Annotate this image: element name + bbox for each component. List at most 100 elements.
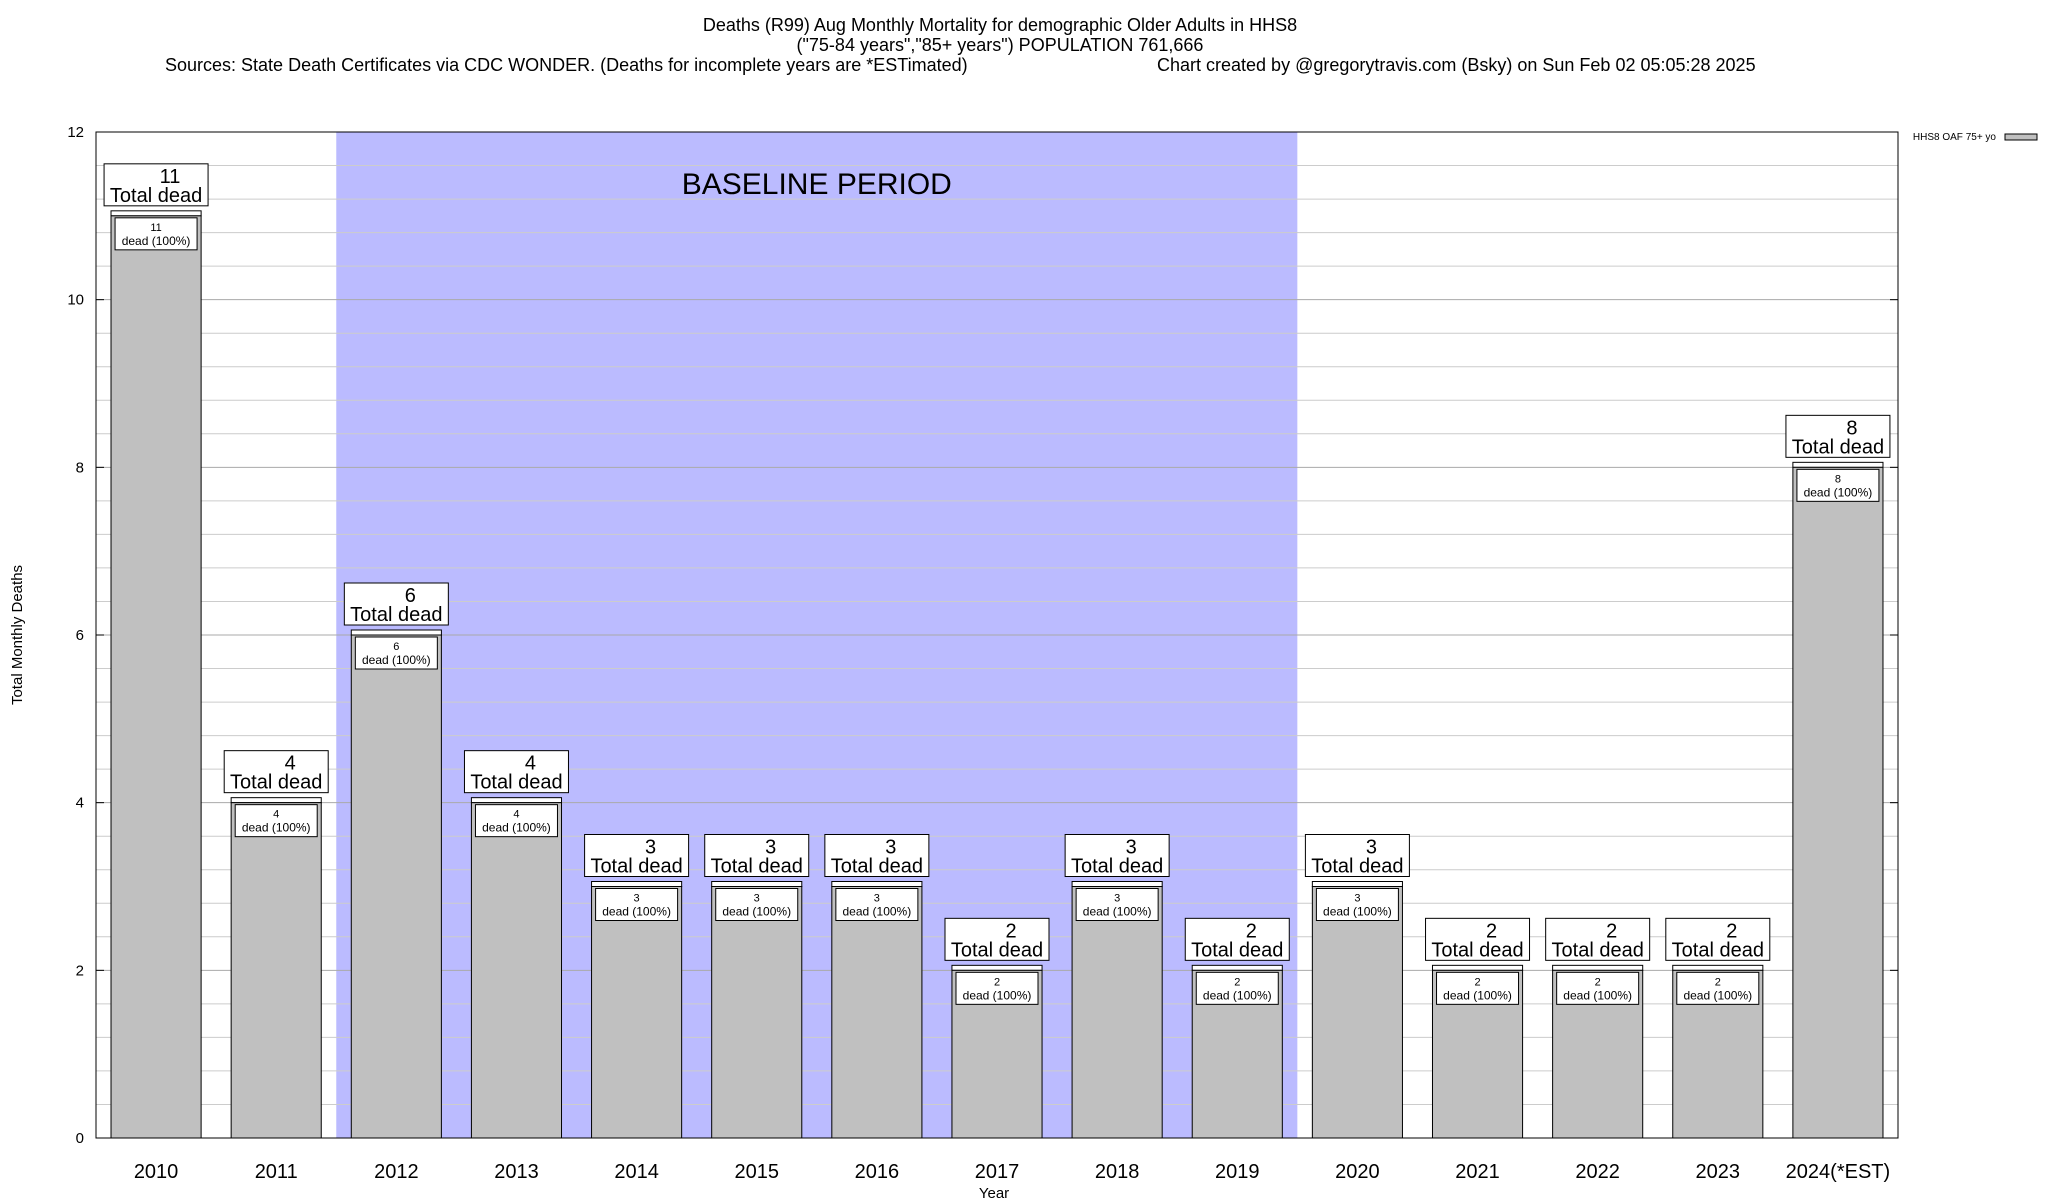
bar bbox=[591, 886, 683, 1139]
total-text-label: Total dead bbox=[831, 856, 923, 878]
inner-value-label: 3 bbox=[874, 893, 880, 905]
y-tick-label: 2 bbox=[76, 962, 84, 979]
x-axis-label: Year bbox=[979, 1185, 1009, 1200]
y-axis-label: Total Monthly Deaths bbox=[9, 565, 26, 705]
inner-value-label: 2 bbox=[1234, 976, 1240, 988]
y-axis-ticks: 0 2 4 6 8 10 12 bbox=[67, 124, 1898, 1147]
x-tick-label: 2010 bbox=[134, 1161, 179, 1183]
y-tick-label: 12 bbox=[67, 124, 84, 141]
bar-cap bbox=[1792, 461, 1884, 468]
bar-cap bbox=[470, 797, 563, 804]
x-tick-label: 2019 bbox=[1215, 1161, 1260, 1183]
total-value-label: 4 bbox=[525, 753, 536, 775]
legend-swatch bbox=[2004, 133, 2038, 141]
inner-percent-label: dead (100%) bbox=[122, 234, 191, 248]
y-tick-label: 10 bbox=[67, 292, 84, 309]
inner-percent-label: dead (100%) bbox=[1683, 988, 1752, 1002]
total-label-box bbox=[944, 917, 1050, 961]
inner-label-box bbox=[1436, 971, 1520, 1005]
x-tick-label: 2023 bbox=[1696, 1161, 1741, 1183]
chart-title-line-1: Deaths (R99) Aug Monthly Mortality for d… bbox=[703, 15, 1297, 35]
inner-value-label: 4 bbox=[273, 809, 279, 821]
inner-label-box bbox=[715, 888, 799, 921]
total-value-label: 3 bbox=[645, 837, 656, 859]
bar bbox=[470, 802, 563, 1139]
inner-label-box bbox=[474, 804, 558, 838]
total-text-label: Total dead bbox=[470, 772, 562, 794]
total-text-label: Total dead bbox=[110, 185, 202, 207]
inner-value-label: 11 bbox=[150, 222, 161, 234]
x-tick-label: 2017 bbox=[975, 1161, 1020, 1183]
bar-cap bbox=[591, 881, 683, 887]
inner-label-box bbox=[1676, 971, 1760, 1005]
total-label-box bbox=[1304, 834, 1410, 877]
total-value-label: 2 bbox=[1726, 920, 1737, 942]
y-tick-label: 4 bbox=[76, 795, 84, 812]
total-label-box bbox=[463, 750, 569, 794]
x-tick-label: 2022 bbox=[1575, 1161, 1620, 1183]
total-label-box bbox=[1425, 917, 1531, 961]
bar bbox=[1071, 886, 1163, 1139]
inner-percent-label: dead (100%) bbox=[722, 905, 791, 919]
inner-value-label: 3 bbox=[1114, 893, 1120, 905]
total-label-box bbox=[704, 834, 810, 877]
total-text-label: Total dead bbox=[1311, 856, 1403, 878]
total-label-box bbox=[824, 834, 930, 877]
inner-label-box bbox=[955, 971, 1039, 1005]
inner-label-box bbox=[1075, 888, 1159, 921]
chart-credit: Chart created by @gregorytravis.com (Bsk… bbox=[1157, 55, 1756, 75]
bar bbox=[110, 215, 202, 1139]
x-tick-label: 2020 bbox=[1335, 1161, 1380, 1183]
total-label-box bbox=[1545, 917, 1651, 961]
bar bbox=[1311, 886, 1403, 1139]
bar bbox=[711, 886, 803, 1139]
bar-cap bbox=[1311, 881, 1403, 887]
x-axis-ticks: 2010 2011 2012 2013 2014 2015 2016 2017 2018 2019… bbox=[134, 1161, 1890, 1183]
total-value-label: 3 bbox=[765, 837, 776, 859]
x-tick-label: 2011 bbox=[255, 1161, 298, 1183]
y-tick-label: 0 bbox=[76, 1130, 84, 1147]
inner-percent-label: dead (100%) bbox=[1323, 905, 1392, 919]
total-label-box bbox=[103, 163, 209, 207]
legend: HHS8 OAF 75+ yo bbox=[1913, 132, 2038, 143]
inner-percent-label: dead (100%) bbox=[963, 988, 1032, 1002]
inner-value-label: 6 bbox=[393, 641, 399, 653]
x-tick-label: 2012 bbox=[374, 1161, 419, 1183]
inner-percent-label: dead (100%) bbox=[482, 821, 551, 835]
total-text-label: Total dead bbox=[1431, 939, 1523, 961]
bar-cap bbox=[110, 210, 202, 217]
inner-label-box bbox=[354, 636, 438, 670]
x-tick-label: 2024(*EST) bbox=[1786, 1161, 1891, 1183]
total-label-box bbox=[343, 582, 449, 626]
total-value-label: 2 bbox=[1486, 920, 1497, 942]
bar-cap bbox=[951, 964, 1043, 971]
total-value-label: 3 bbox=[1126, 837, 1137, 859]
inner-value-label: 2 bbox=[1715, 976, 1721, 988]
x-tick-label: 2013 bbox=[494, 1161, 539, 1183]
total-text-label: Total dead bbox=[350, 604, 442, 626]
total-text-label: Total dead bbox=[590, 856, 682, 878]
bar bbox=[230, 802, 322, 1139]
bar-cap bbox=[831, 881, 923, 887]
total-text-label: Total dead bbox=[230, 772, 322, 794]
inner-percent-label: dead (100%) bbox=[1443, 988, 1512, 1002]
inner-value-label: 3 bbox=[754, 893, 760, 905]
inner-percent-label: dead (100%) bbox=[1563, 988, 1632, 1002]
x-tick-label: 2016 bbox=[855, 1161, 900, 1183]
y-tick-label: 8 bbox=[76, 459, 84, 476]
total-value-label: 3 bbox=[885, 837, 896, 859]
inner-percent-label: dead (100%) bbox=[1804, 485, 1873, 499]
inner-percent-label: dead (100%) bbox=[602, 905, 671, 919]
inner-label-box bbox=[835, 888, 919, 921]
